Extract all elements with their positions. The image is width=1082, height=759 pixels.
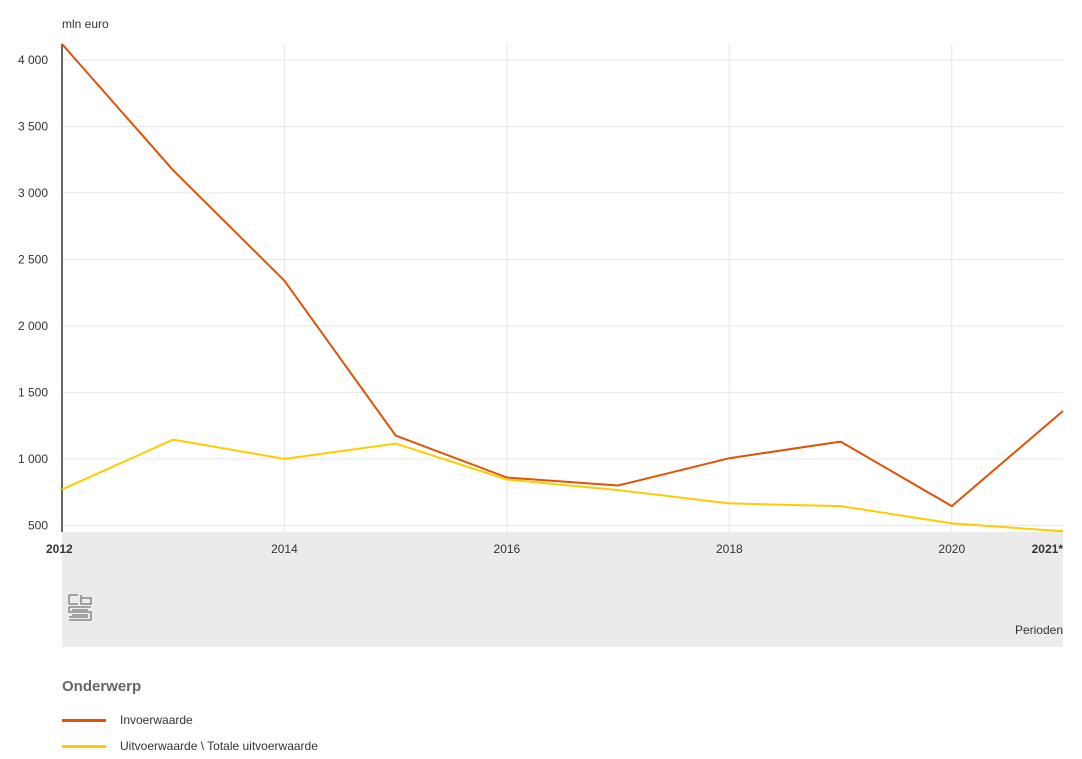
legend-item-uitvoerwaarde[interactable]: Uitvoerwaarde \ Totale uitvoerwaarde [62,733,318,759]
x-tick-label: 2016 [494,542,521,556]
legend-swatch-uitvoerwaarde [62,744,106,748]
x-tick-label: 2020 [938,542,965,556]
y-tick-label: 3 500 [18,119,48,133]
y-tick-label: 4 000 [18,53,48,67]
y-gridlines [62,59,1063,526]
legend-label-invoerwaarde: Invoerwaarde [120,713,193,727]
x-gridlines [283,44,953,532]
legend-title: Onderwerp [62,678,142,695]
x-axis-band [62,532,1063,647]
y-tick-label: 2 000 [18,319,48,333]
x-tick-labels: 2012 2014 2016 2018 2020 2021* [46,542,1063,556]
y-tick-label: 2 500 [18,252,48,266]
cbs-logo-icon [68,594,92,621]
legend-item-invoerwaarde[interactable]: Invoerwaarde [62,707,318,733]
x-axis-label: Perioden [1015,623,1063,637]
x-tick-label: 2014 [271,542,298,556]
series-lines [61,43,1064,533]
y-axis-label: mln euro [62,17,109,31]
series-line-invoerwaarde [61,43,1064,508]
y-tick-label: 500 [28,518,48,532]
series-line-uitvoerwaarde [61,438,1064,533]
y-tick-label: 3 000 [18,186,48,200]
x-tick-label: 2012 [46,542,73,556]
legend: Onderwerp Invoerwaarde Uitvoerwaarde \ T… [62,678,318,759]
y-tick-labels: 500 1 000 1 500 2 000 2 500 3 000 3 500 4 000 [18,53,48,532]
legend-label-uitvoerwaarde: Uitvoerwaarde \ Totale uitvoerwaarde [120,739,318,753]
line-chart: 500 1 000 1 500 2 000 2 500 3 000 3 500 4 000 2… [18,17,1064,647]
x-tick-label: 2021* [1032,542,1064,556]
legend-swatch-invoerwaarde [62,718,106,722]
y-tick-label: 1 000 [18,452,48,466]
y-tick-label: 1 500 [18,385,48,399]
x-tick-label: 2018 [716,542,743,556]
